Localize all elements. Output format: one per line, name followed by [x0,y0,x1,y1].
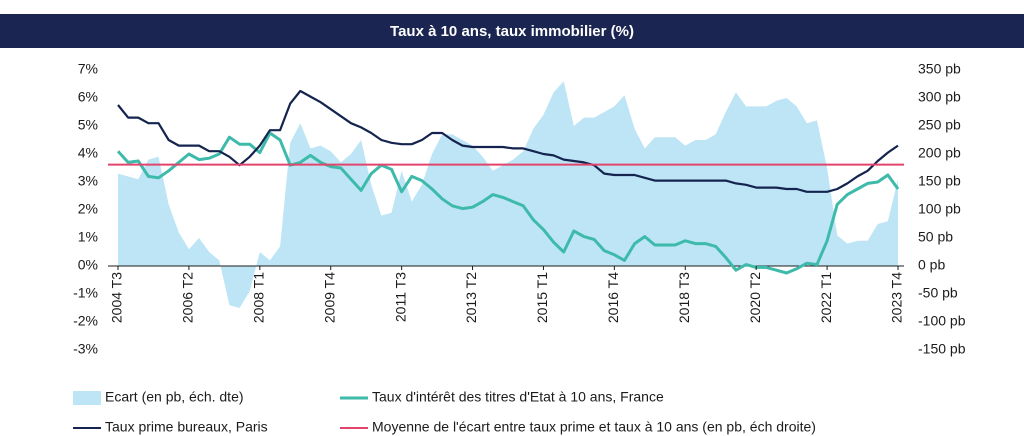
y2-tick-label: -150 pb [918,341,966,357]
x-tick-label: 2018 T3 [676,272,692,323]
y2-tick-label: 300 pb [918,89,961,105]
y2-tick-label: 200 pb [918,145,961,161]
y-tick-label: -1% [73,285,98,301]
line [116,131,900,275]
legend-swatch [73,391,101,405]
y-tick-label: 0% [78,257,98,273]
x-tick-label: 2011 T3 [392,272,408,322]
y-tick-label: 4% [78,145,98,161]
y2-tick-label: -50 pb [918,285,958,301]
area [118,81,898,308]
x-tick-label: 2013 T2 [463,272,479,323]
x-tick-label: 2023 T4 [889,272,905,323]
chart-title: Taux à 10 ans, taux immobilier (%) [390,23,634,40]
x-tick-label: 2020 T2 [747,272,763,323]
x-tick-label: 2004 T3 [109,272,125,323]
legend-label: Taux d'intérêt des titres d'Etat à 10 an… [372,389,664,405]
y-tick-label: 5% [78,117,98,133]
y2-tick-label: 150 pb [918,173,961,189]
line [117,89,899,193]
x-tick-label: 2022 T1 [818,272,834,323]
y-tick-label: -3% [73,341,98,357]
y2-tick-label: 350 pb [918,61,961,77]
title-banner [0,14,1024,48]
y2-tick-label: -100 pb [918,313,966,329]
y2-tick-label: 50 pb [918,229,953,245]
y-tick-label: -2% [73,313,98,329]
y2-tick-label: 0 pb [918,257,945,273]
x-tick-label: 2008 T1 [251,272,267,323]
y2-tick-label: 250 pb [918,117,961,133]
y-tick-label: 7% [78,61,98,77]
x-tick-label: 2016 T4 [605,272,621,323]
x-tick-label: 2009 T4 [321,272,337,323]
legend-label: Moyenne de l'écart entre taux prime et t… [372,419,816,435]
y-tick-label: 3% [78,173,98,189]
y-tick-label: 6% [78,89,98,105]
y2-tick-label: 100 pb [918,201,961,217]
x-tick-label: 2006 T2 [180,272,196,323]
x-tick-label: 2015 T1 [534,272,550,323]
y-tick-label: 1% [78,229,98,245]
legend-label: Taux prime bureaux, Paris [105,419,268,435]
y-tick-label: 2% [78,201,98,217]
legend-label: Ecart (en pb, éch. dte) [105,389,244,405]
